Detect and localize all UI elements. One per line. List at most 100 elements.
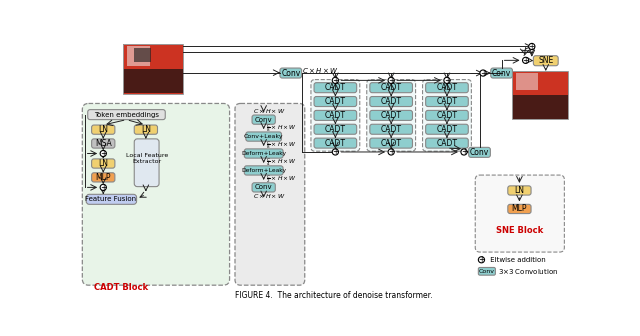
- Text: MLP: MLP: [511, 204, 527, 213]
- FancyBboxPatch shape: [86, 194, 136, 204]
- Text: +: +: [444, 76, 450, 85]
- Bar: [513, 95, 568, 119]
- FancyBboxPatch shape: [426, 96, 468, 107]
- Text: +: +: [522, 56, 529, 65]
- FancyBboxPatch shape: [244, 166, 283, 175]
- Text: Conv: Conv: [255, 184, 273, 191]
- FancyBboxPatch shape: [314, 111, 356, 120]
- FancyBboxPatch shape: [92, 125, 115, 134]
- FancyBboxPatch shape: [252, 115, 275, 124]
- Text: +: +: [480, 69, 486, 78]
- Text: CADT: CADT: [381, 83, 402, 92]
- FancyBboxPatch shape: [478, 267, 495, 275]
- Text: +: +: [100, 149, 106, 158]
- Text: Extractor: Extractor: [132, 159, 161, 164]
- Text: CADT: CADT: [436, 97, 458, 106]
- FancyBboxPatch shape: [246, 132, 282, 141]
- Bar: [123, 44, 183, 94]
- Bar: [516, 74, 538, 90]
- FancyBboxPatch shape: [491, 68, 513, 78]
- Text: Conv: Conv: [281, 69, 300, 78]
- FancyBboxPatch shape: [370, 138, 412, 148]
- FancyBboxPatch shape: [426, 111, 468, 120]
- Text: CADT: CADT: [381, 97, 402, 106]
- Text: LN: LN: [99, 159, 108, 168]
- FancyBboxPatch shape: [311, 80, 360, 151]
- Circle shape: [522, 57, 529, 64]
- Text: Token embeddings: Token embeddings: [94, 112, 159, 118]
- FancyBboxPatch shape: [508, 186, 531, 195]
- Text: Conv+Leaky: Conv+Leaky: [244, 134, 284, 139]
- Text: SNE: SNE: [538, 56, 554, 65]
- FancyBboxPatch shape: [422, 80, 472, 151]
- Text: CADT: CADT: [325, 111, 346, 120]
- Text: $C \times H \times W$: $C \times H \times W$: [302, 66, 339, 75]
- Bar: [123, 69, 183, 93]
- FancyBboxPatch shape: [533, 56, 558, 66]
- Text: Feature Fusion: Feature Fusion: [85, 196, 136, 202]
- Text: Local Feature: Local Feature: [125, 153, 168, 158]
- Text: $\frac{C}{4} \times H \times W$: $\frac{C}{4} \times H \times W$: [266, 156, 297, 168]
- Text: +: +: [332, 148, 339, 157]
- FancyBboxPatch shape: [252, 183, 275, 192]
- Text: 3$\times$3 Convolution: 3$\times$3 Convolution: [498, 267, 558, 276]
- Circle shape: [480, 70, 486, 76]
- FancyBboxPatch shape: [370, 96, 412, 107]
- Circle shape: [388, 77, 394, 83]
- Text: CADT Block: CADT Block: [94, 283, 148, 292]
- Text: CADT: CADT: [436, 111, 458, 120]
- Text: MLP: MLP: [95, 173, 111, 182]
- Text: Eltwise addition: Eltwise addition: [488, 257, 545, 263]
- FancyBboxPatch shape: [244, 149, 283, 158]
- FancyBboxPatch shape: [367, 80, 415, 151]
- Circle shape: [388, 149, 394, 155]
- FancyBboxPatch shape: [426, 83, 468, 93]
- Text: +: +: [100, 183, 106, 192]
- Text: +: +: [461, 148, 467, 157]
- Text: LN: LN: [515, 186, 524, 195]
- FancyBboxPatch shape: [314, 83, 356, 93]
- FancyBboxPatch shape: [314, 96, 356, 107]
- Text: $\frac{C}{8} \times H \times W$: $\frac{C}{8} \times H \times W$: [266, 139, 297, 151]
- Text: $\frac{C}{2} \times H \times W$: $\frac{C}{2} \times H \times W$: [266, 173, 297, 185]
- Circle shape: [478, 257, 484, 263]
- Text: LN: LN: [99, 125, 108, 134]
- FancyBboxPatch shape: [476, 175, 564, 252]
- FancyBboxPatch shape: [92, 139, 115, 148]
- Text: Conv: Conv: [470, 148, 489, 157]
- Bar: [127, 46, 150, 66]
- Text: Conv: Conv: [492, 69, 511, 78]
- Circle shape: [529, 43, 535, 50]
- FancyBboxPatch shape: [468, 148, 490, 157]
- FancyBboxPatch shape: [83, 103, 230, 285]
- Circle shape: [332, 77, 339, 83]
- Text: CADT: CADT: [325, 125, 346, 134]
- Text: CADT: CADT: [381, 139, 402, 148]
- Text: +: +: [478, 255, 484, 264]
- Text: +: +: [388, 76, 394, 85]
- FancyBboxPatch shape: [92, 173, 115, 182]
- Text: Deform+Leaky: Deform+Leaky: [241, 151, 286, 156]
- FancyBboxPatch shape: [88, 110, 165, 120]
- FancyBboxPatch shape: [370, 124, 412, 134]
- FancyBboxPatch shape: [314, 138, 356, 148]
- FancyBboxPatch shape: [92, 159, 115, 168]
- Text: +: +: [529, 42, 535, 51]
- Text: CADT: CADT: [436, 139, 458, 148]
- Bar: [123, 44, 183, 94]
- Text: Deform+Leaky: Deform+Leaky: [241, 168, 286, 173]
- FancyBboxPatch shape: [235, 103, 305, 285]
- Bar: [513, 71, 568, 119]
- FancyBboxPatch shape: [508, 204, 531, 214]
- Text: $C \times H \times W$: $C \times H \times W$: [253, 192, 286, 200]
- Text: CADT: CADT: [436, 83, 458, 92]
- FancyBboxPatch shape: [370, 83, 412, 93]
- Text: CADT: CADT: [381, 111, 402, 120]
- Text: MSA: MSA: [95, 139, 111, 148]
- Bar: [134, 48, 151, 62]
- FancyBboxPatch shape: [370, 111, 412, 120]
- Text: CADT: CADT: [325, 83, 346, 92]
- Text: CADT: CADT: [325, 97, 346, 106]
- Bar: [513, 71, 568, 119]
- Circle shape: [444, 77, 450, 83]
